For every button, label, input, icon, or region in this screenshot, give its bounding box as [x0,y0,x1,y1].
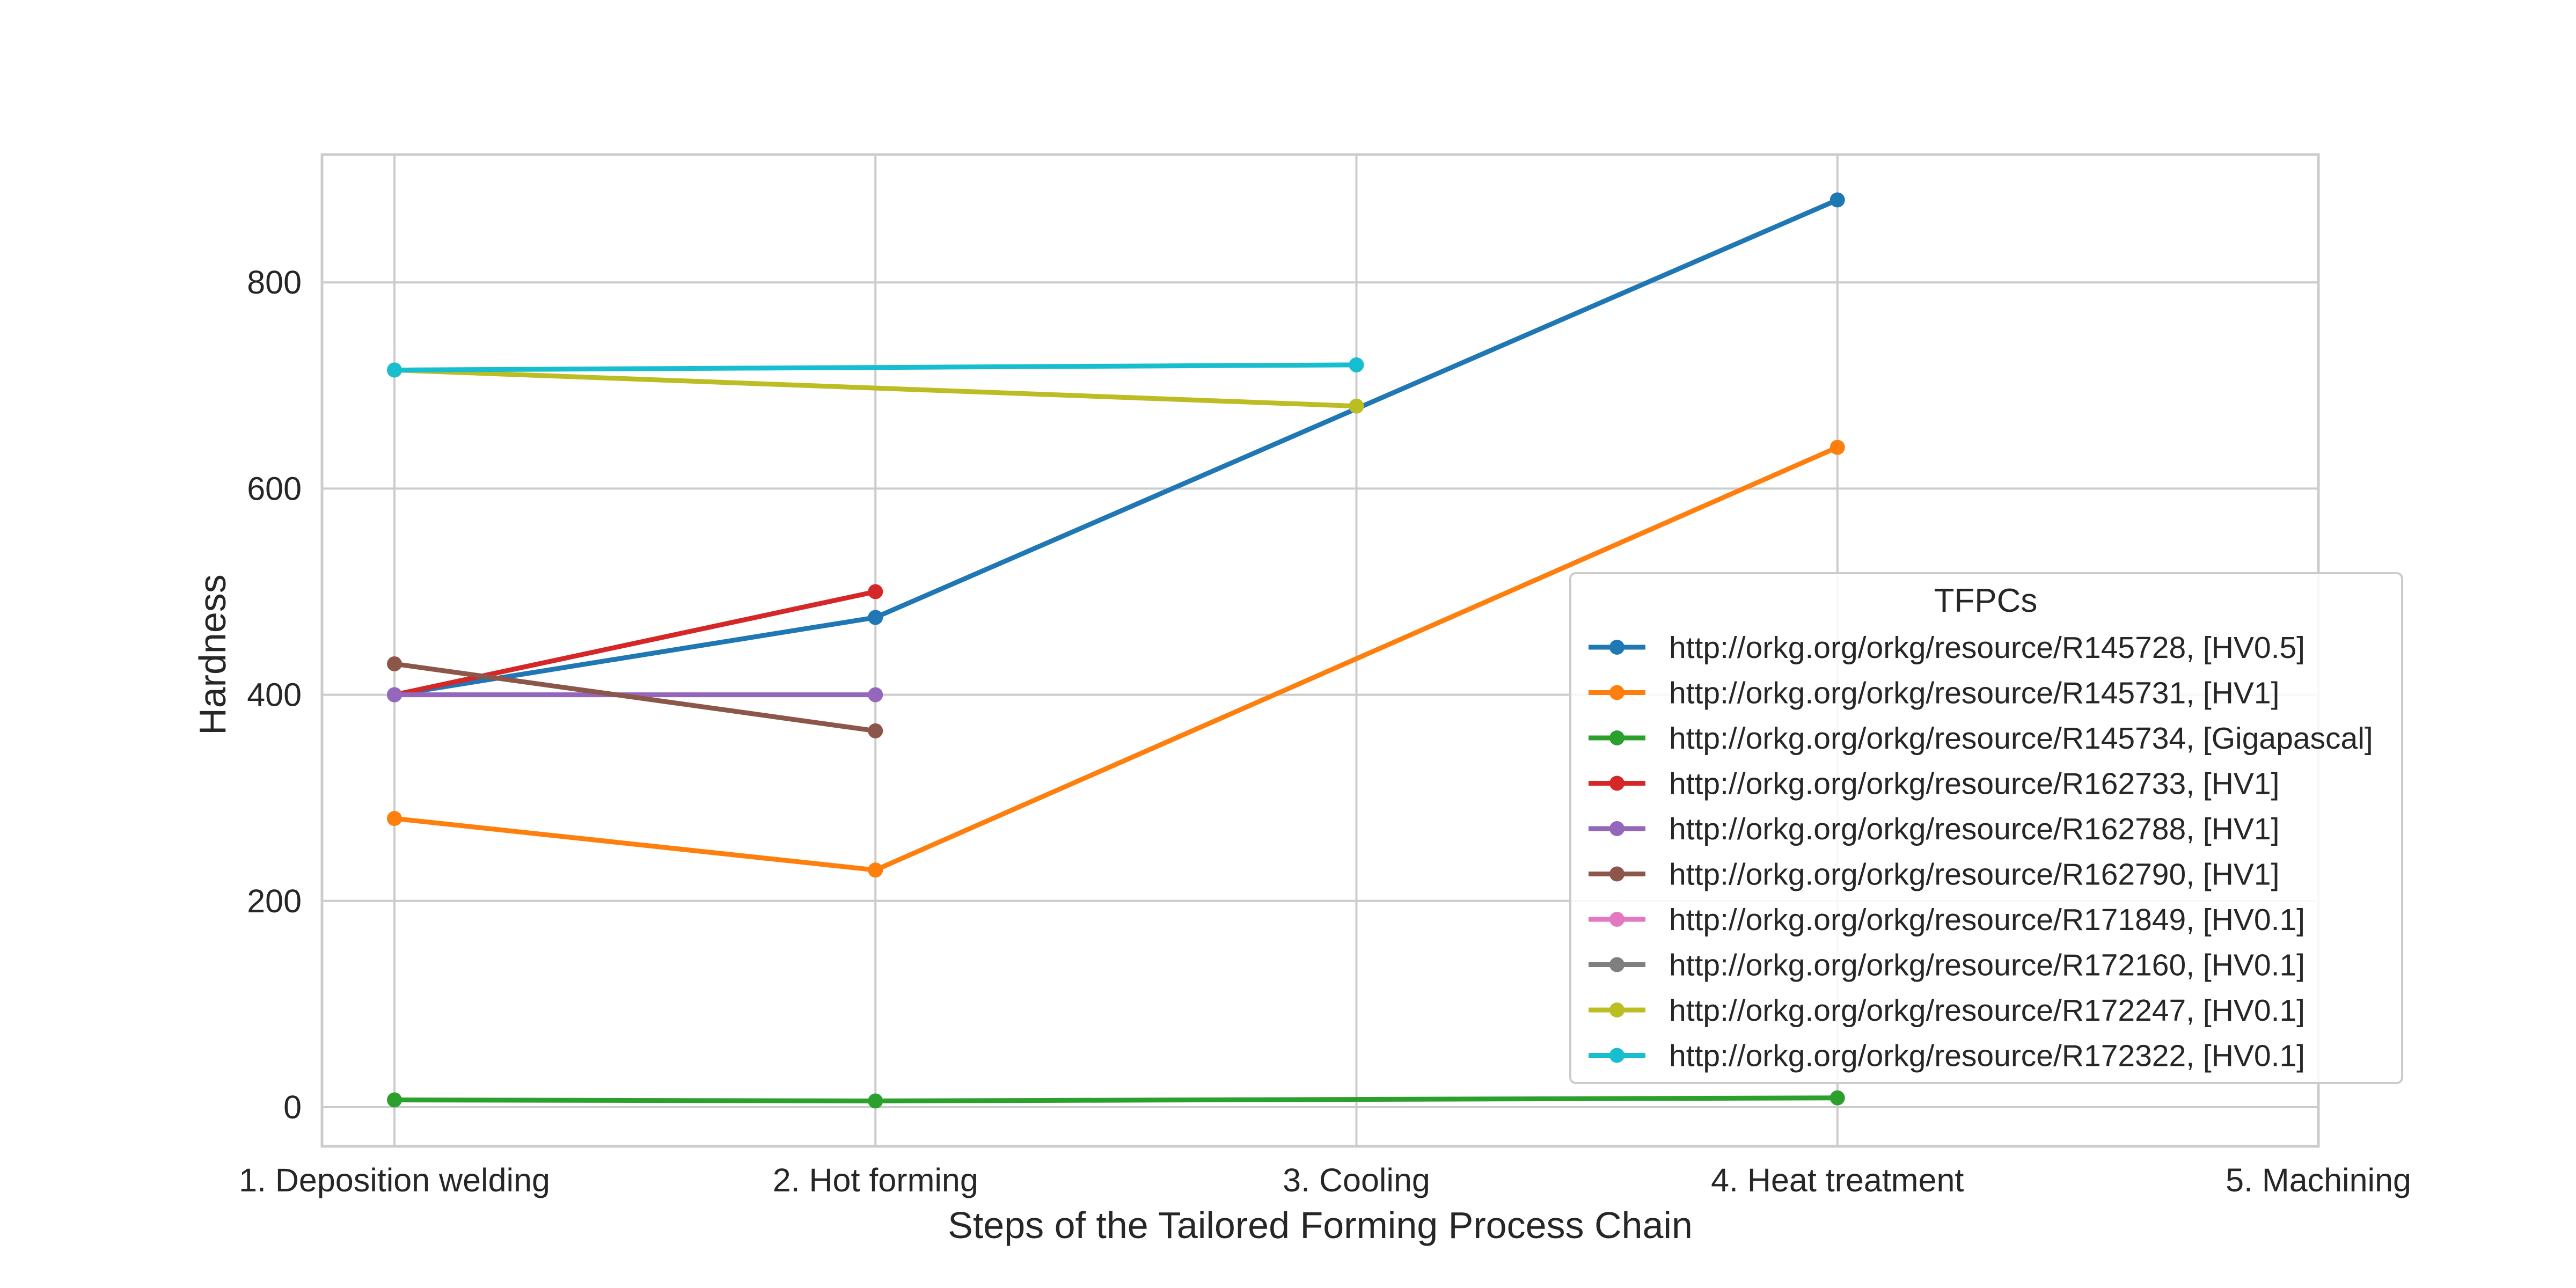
series-line [392,362,1359,372]
legend-swatch-marker [1609,957,1624,972]
x-tick-label: 4. Heat treatment [1711,1162,1964,1198]
series-layer [387,192,1845,1109]
tick-labels: 1. Deposition welding 2. Hot forming 3. Co… [239,264,2411,1198]
legend-label: http://orkg.org/orkg/resource/R172160, [… [1669,948,2305,983]
legend-label: http://orkg.org/orkg/resource/R162790, [… [1669,858,2279,892]
series-line [392,367,1359,409]
x-axis-label: Steps of the Tailored Forming Process Ch… [948,1204,1693,1246]
legend-label: http://orkg.org/orkg/resource/R145734, [… [1669,721,2373,756]
data-point [868,862,883,878]
legend-swatch-marker [1609,821,1624,836]
data-point [1829,1090,1845,1106]
legend-swatch-marker [1609,1002,1624,1018]
y-tick-label: 400 [247,677,302,713]
legend-label: http://orkg.org/orkg/resource/R172322, [… [1669,1039,2305,1073]
legend-title: TFPCs [1934,582,2038,619]
data-point [387,687,402,702]
data-point [1349,357,1364,372]
y-tick-label: 800 [247,264,302,301]
x-tick-label: 2. Hot forming [773,1162,978,1198]
x-tick-label: 5. Machining [2226,1162,2411,1198]
data-point [868,610,883,625]
legend-swatch-marker [1609,730,1624,745]
series-line [392,1095,1840,1103]
legend-label: http://orkg.org/orkg/resource/R162733, [… [1669,767,2279,801]
data-point [1829,440,1845,455]
legend-label: http://orkg.org/orkg/resource/R171849, [… [1669,903,2305,937]
legend-swatch-marker [1609,1048,1624,1063]
legend-entry: http://orkg.org/orkg/resource/R145728, [… [1589,631,2305,665]
legend-entry: http://orkg.org/orkg/resource/R162733, [… [1589,767,2279,801]
legend-swatch-marker [1609,912,1624,927]
legend-entry: http://orkg.org/orkg/resource/R172322, [… [1589,1039,2305,1073]
series-6 [387,656,883,738]
legend-box [1569,572,2403,1084]
series-10 [387,357,1364,378]
data-point [387,656,402,671]
series-3 [387,1090,1845,1109]
series-line [392,589,878,698]
legend-entry: http://orkg.org/orkg/resource/R162788, [… [1589,812,2279,846]
series-2 [387,440,1845,878]
y-tick-label: 200 [247,883,302,919]
legend-entries: http://orkg.org/orkg/resource/R145728, [… [1589,631,2373,1073]
x-tick-label: 3. Cooling [1283,1162,1430,1198]
legend-label: http://orkg.org/orkg/resource/R145731, [… [1669,676,2279,711]
legend-swatch-marker [1609,866,1624,882]
x-tick-label: 1. Deposition welding [239,1162,550,1198]
legend-entry: http://orkg.org/orkg/resource/R145734, [… [1589,721,2373,756]
data-point [387,1092,402,1108]
legend-swatch-marker [1609,640,1624,655]
legend-entry: http://orkg.org/orkg/resource/R162790, [… [1589,858,2279,892]
legend-label: http://orkg.org/orkg/resource/R145728, [… [1669,631,2305,665]
data-point [868,687,883,702]
legend-entry: http://orkg.org/orkg/resource/R172160, [… [1589,948,2305,983]
legend: TFPCs http://orkg.org/orkg/resource/R145… [1569,572,2403,1084]
data-point [1829,192,1845,208]
legend-entry: http://orkg.org/orkg/resource/R171849, [… [1589,903,2305,937]
legend-swatch-marker [1609,775,1624,791]
series-line [392,661,878,734]
y-tick-label: 0 [283,1089,302,1125]
data-point [1349,398,1364,414]
series-5 [387,687,883,702]
legend-label: http://orkg.org/orkg/resource/R162788, [… [1669,812,2279,846]
data-point [387,811,402,826]
data-point [387,362,402,378]
y-axis-label: Hardness [192,574,233,735]
legend-swatch-marker [1609,685,1624,700]
data-point [868,584,883,599]
y-tick-label: 600 [247,470,302,507]
data-point [868,1093,883,1109]
legend-label: http://orkg.org/orkg/resource/R172247, [… [1669,993,2305,1028]
data-point [868,723,883,738]
legend-entry: http://orkg.org/orkg/resource/R172247, [… [1589,993,2305,1028]
legend-entry: http://orkg.org/orkg/resource/R145731, [… [1589,676,2279,711]
